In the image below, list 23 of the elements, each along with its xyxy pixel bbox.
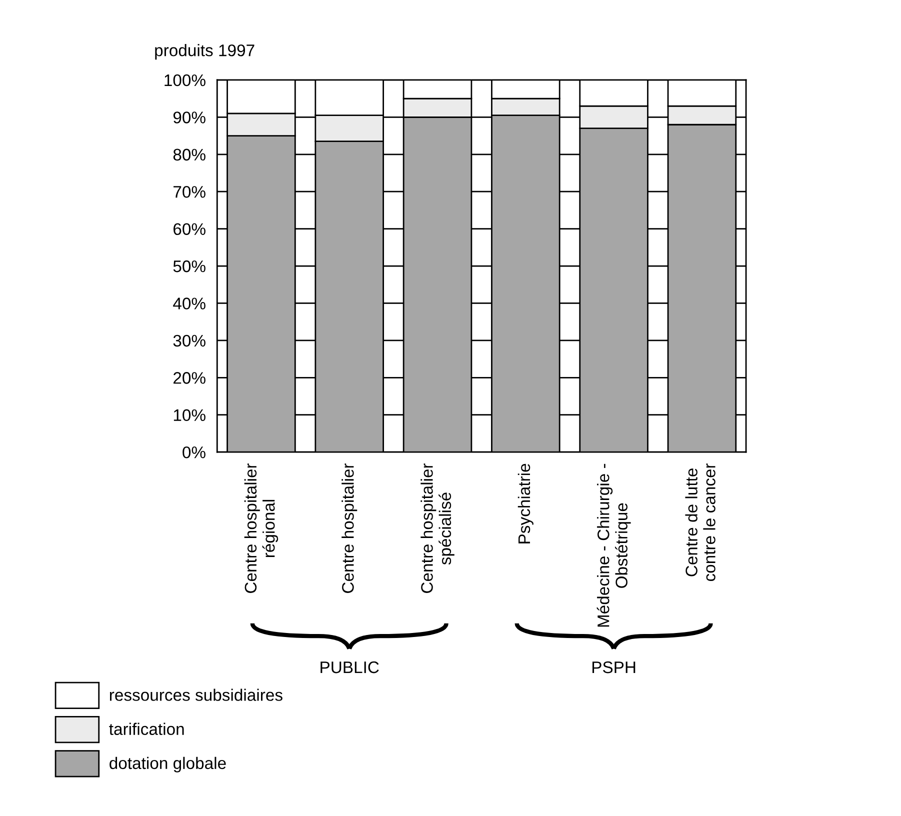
y-tick-label: 90% — [173, 112, 206, 124]
text: PUBLIC — [320, 661, 379, 674]
y-tick-label: 10% — [174, 409, 206, 422]
y-tick-label: 70% — [174, 186, 206, 198]
legend-label: dotation globale — [110, 756, 226, 772]
x-tick-label: Médecine - Chirurgie - Obstétrique — [596, 464, 631, 627]
y-tick-label: 30% — [173, 334, 206, 347]
y-axis-title: produits 1997 — [155, 44, 254, 60]
x-tick-label: Centre de lutte contre le cancer — [685, 463, 716, 582]
y-tick-label: 0% — [182, 446, 206, 458]
y-tick-label: 20% — [174, 372, 206, 384]
legend-label: ressources subsidiaires — [110, 688, 282, 701]
text: PSPH — [592, 661, 636, 674]
y-tick-label: 50% — [173, 260, 206, 272]
legend-label: tarification — [109, 722, 184, 736]
y-tick-label: 80% — [173, 148, 206, 161]
x-tick-label: Centre hospitalier régional — [244, 463, 278, 593]
y-tick-label: 40% — [173, 298, 206, 310]
y-tick-label: 60% — [174, 223, 206, 236]
x-tick-label: Centre hospitalier — [342, 463, 358, 593]
y-tick-label: 100% — [164, 74, 206, 86]
x-tick-label: Centre hospitalier spécialisé — [420, 463, 454, 593]
x-tick-label: Psychiatrie — [518, 464, 534, 544]
